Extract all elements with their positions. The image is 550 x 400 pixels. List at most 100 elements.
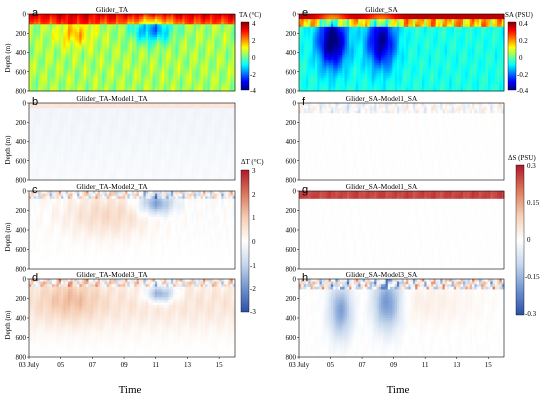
heatmap-cell	[93, 67, 96, 71]
heatmap-cell	[63, 29, 67, 33]
heatmap-cell	[38, 78, 41, 82]
heatmap-cell	[81, 37, 85, 41]
heatmap-cell	[29, 75, 32, 79]
heatmap-cell	[67, 29, 71, 33]
heatmap-cell	[81, 44, 85, 48]
heatmap-cell	[56, 49, 60, 53]
heatmap-cell	[93, 19, 96, 23]
heatmap-cell	[51, 52, 55, 56]
heatmap-cell	[93, 49, 96, 53]
heatmap-cell	[65, 31, 69, 36]
heatmap-cell	[29, 19, 32, 23]
heatmap-cell	[56, 37, 60, 41]
heatmap-cell	[33, 31, 37, 36]
heatmap-cell	[38, 49, 41, 53]
heatmap-cell	[65, 57, 69, 61]
heatmap-cell	[38, 31, 41, 36]
heatmap-cell	[63, 52, 67, 56]
heatmap-cell	[72, 14, 76, 18]
heatmap-cell	[40, 73, 44, 77]
heatmap-cell	[35, 65, 39, 69]
heatmap-cell	[33, 37, 37, 41]
heatmap-cell	[40, 47, 44, 51]
heatmap-cell	[81, 83, 85, 87]
heatmap-cell	[33, 62, 37, 66]
heatmap-cell	[67, 42, 71, 46]
heatmap-cell	[79, 14, 83, 18]
heatmap-cell	[88, 34, 92, 38]
heatmap-cell	[88, 24, 92, 28]
heatmap-cell	[77, 62, 80, 66]
heatmap-cell	[65, 78, 69, 82]
heatmap-cell	[42, 29, 46, 33]
heatmap-cell	[90, 65, 94, 69]
heatmap-cell	[79, 44, 83, 48]
heatmap-cell	[63, 70, 67, 74]
heatmap-cell	[74, 80, 78, 84]
heatmap-cell	[33, 57, 37, 61]
heatmap-cell	[35, 70, 39, 74]
heatmap-cell	[90, 75, 94, 79]
heatmap-cell	[38, 26, 41, 30]
heatmap-cell	[95, 19, 99, 23]
heatmap-cell	[65, 37, 69, 41]
heatmap-cell	[35, 42, 39, 46]
heatmap-cell	[40, 37, 44, 41]
heatmap-cell	[45, 57, 48, 61]
heatmap-cell	[79, 55, 83, 59]
heatmap-cell	[54, 44, 57, 48]
heatmap-cell	[83, 39, 87, 43]
heatmap-cell	[86, 75, 90, 79]
heatmap-cell	[42, 21, 46, 25]
heatmap-cell	[90, 34, 94, 38]
heatmap-cell	[81, 16, 85, 20]
heatmap-cell	[86, 57, 90, 61]
heatmap-cell	[29, 70, 32, 74]
heatmap-cell	[63, 34, 67, 38]
heatmap-cell	[54, 19, 57, 23]
heatmap-cell	[74, 65, 78, 69]
heatmap-cell	[47, 26, 51, 30]
heatmap-cell	[72, 49, 76, 53]
heatmap-cell	[51, 42, 55, 46]
heatmap-cell	[83, 88, 87, 92]
heatmap-cell	[56, 70, 60, 74]
heatmap-cell	[56, 65, 60, 69]
heatmap-cell	[47, 49, 51, 53]
heatmap-cell	[38, 21, 41, 25]
heatmap-cell	[58, 34, 62, 38]
heatmap-cell	[93, 34, 96, 38]
heatmap-cell	[31, 44, 35, 48]
heatmap-cell	[49, 65, 53, 69]
heatmap-cell	[77, 75, 80, 79]
heatmap-cell	[35, 14, 39, 18]
heatmap-cell	[81, 14, 85, 18]
heatmap-cell	[31, 70, 35, 74]
heatmap-cell	[70, 73, 73, 77]
heatmap-cell	[56, 62, 60, 66]
heatmap-cell	[51, 29, 55, 33]
heatmap-cell	[63, 85, 67, 89]
heatmap-cell	[70, 75, 73, 79]
heatmap-cell	[93, 31, 96, 36]
heatmap-cell	[74, 29, 78, 33]
heatmap-cell	[72, 21, 76, 25]
heatmap-cell	[47, 16, 51, 20]
heatmap-cell	[51, 70, 55, 74]
heatmap-cell	[33, 75, 37, 79]
heatmap-cell	[58, 39, 62, 43]
heatmap-cell	[74, 78, 78, 82]
heatmap-cell	[86, 44, 90, 48]
heatmap-cell	[47, 55, 51, 59]
heatmap-cell	[74, 42, 78, 46]
heatmap-cell	[86, 88, 90, 92]
heatmap-cell	[58, 14, 62, 18]
heatmap-cell	[74, 49, 78, 53]
heatmap-cell	[65, 29, 69, 33]
heatmap-cell	[88, 60, 92, 64]
heatmap-cell	[42, 57, 46, 61]
heatmap-cell	[33, 39, 37, 43]
heatmap-cell	[33, 44, 37, 48]
heatmap-cell	[70, 67, 73, 71]
heatmap-cell	[35, 29, 39, 33]
